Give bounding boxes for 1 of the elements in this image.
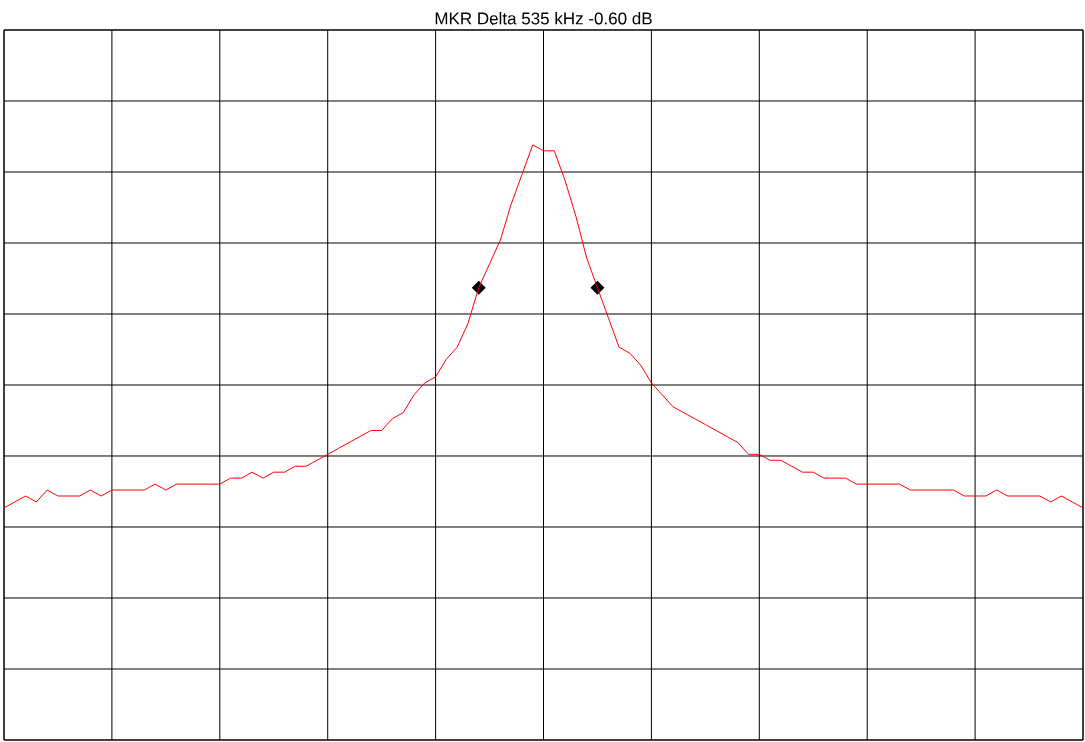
chart-title: MKR Delta 535 kHz -0.60 dB (435, 12, 652, 25)
